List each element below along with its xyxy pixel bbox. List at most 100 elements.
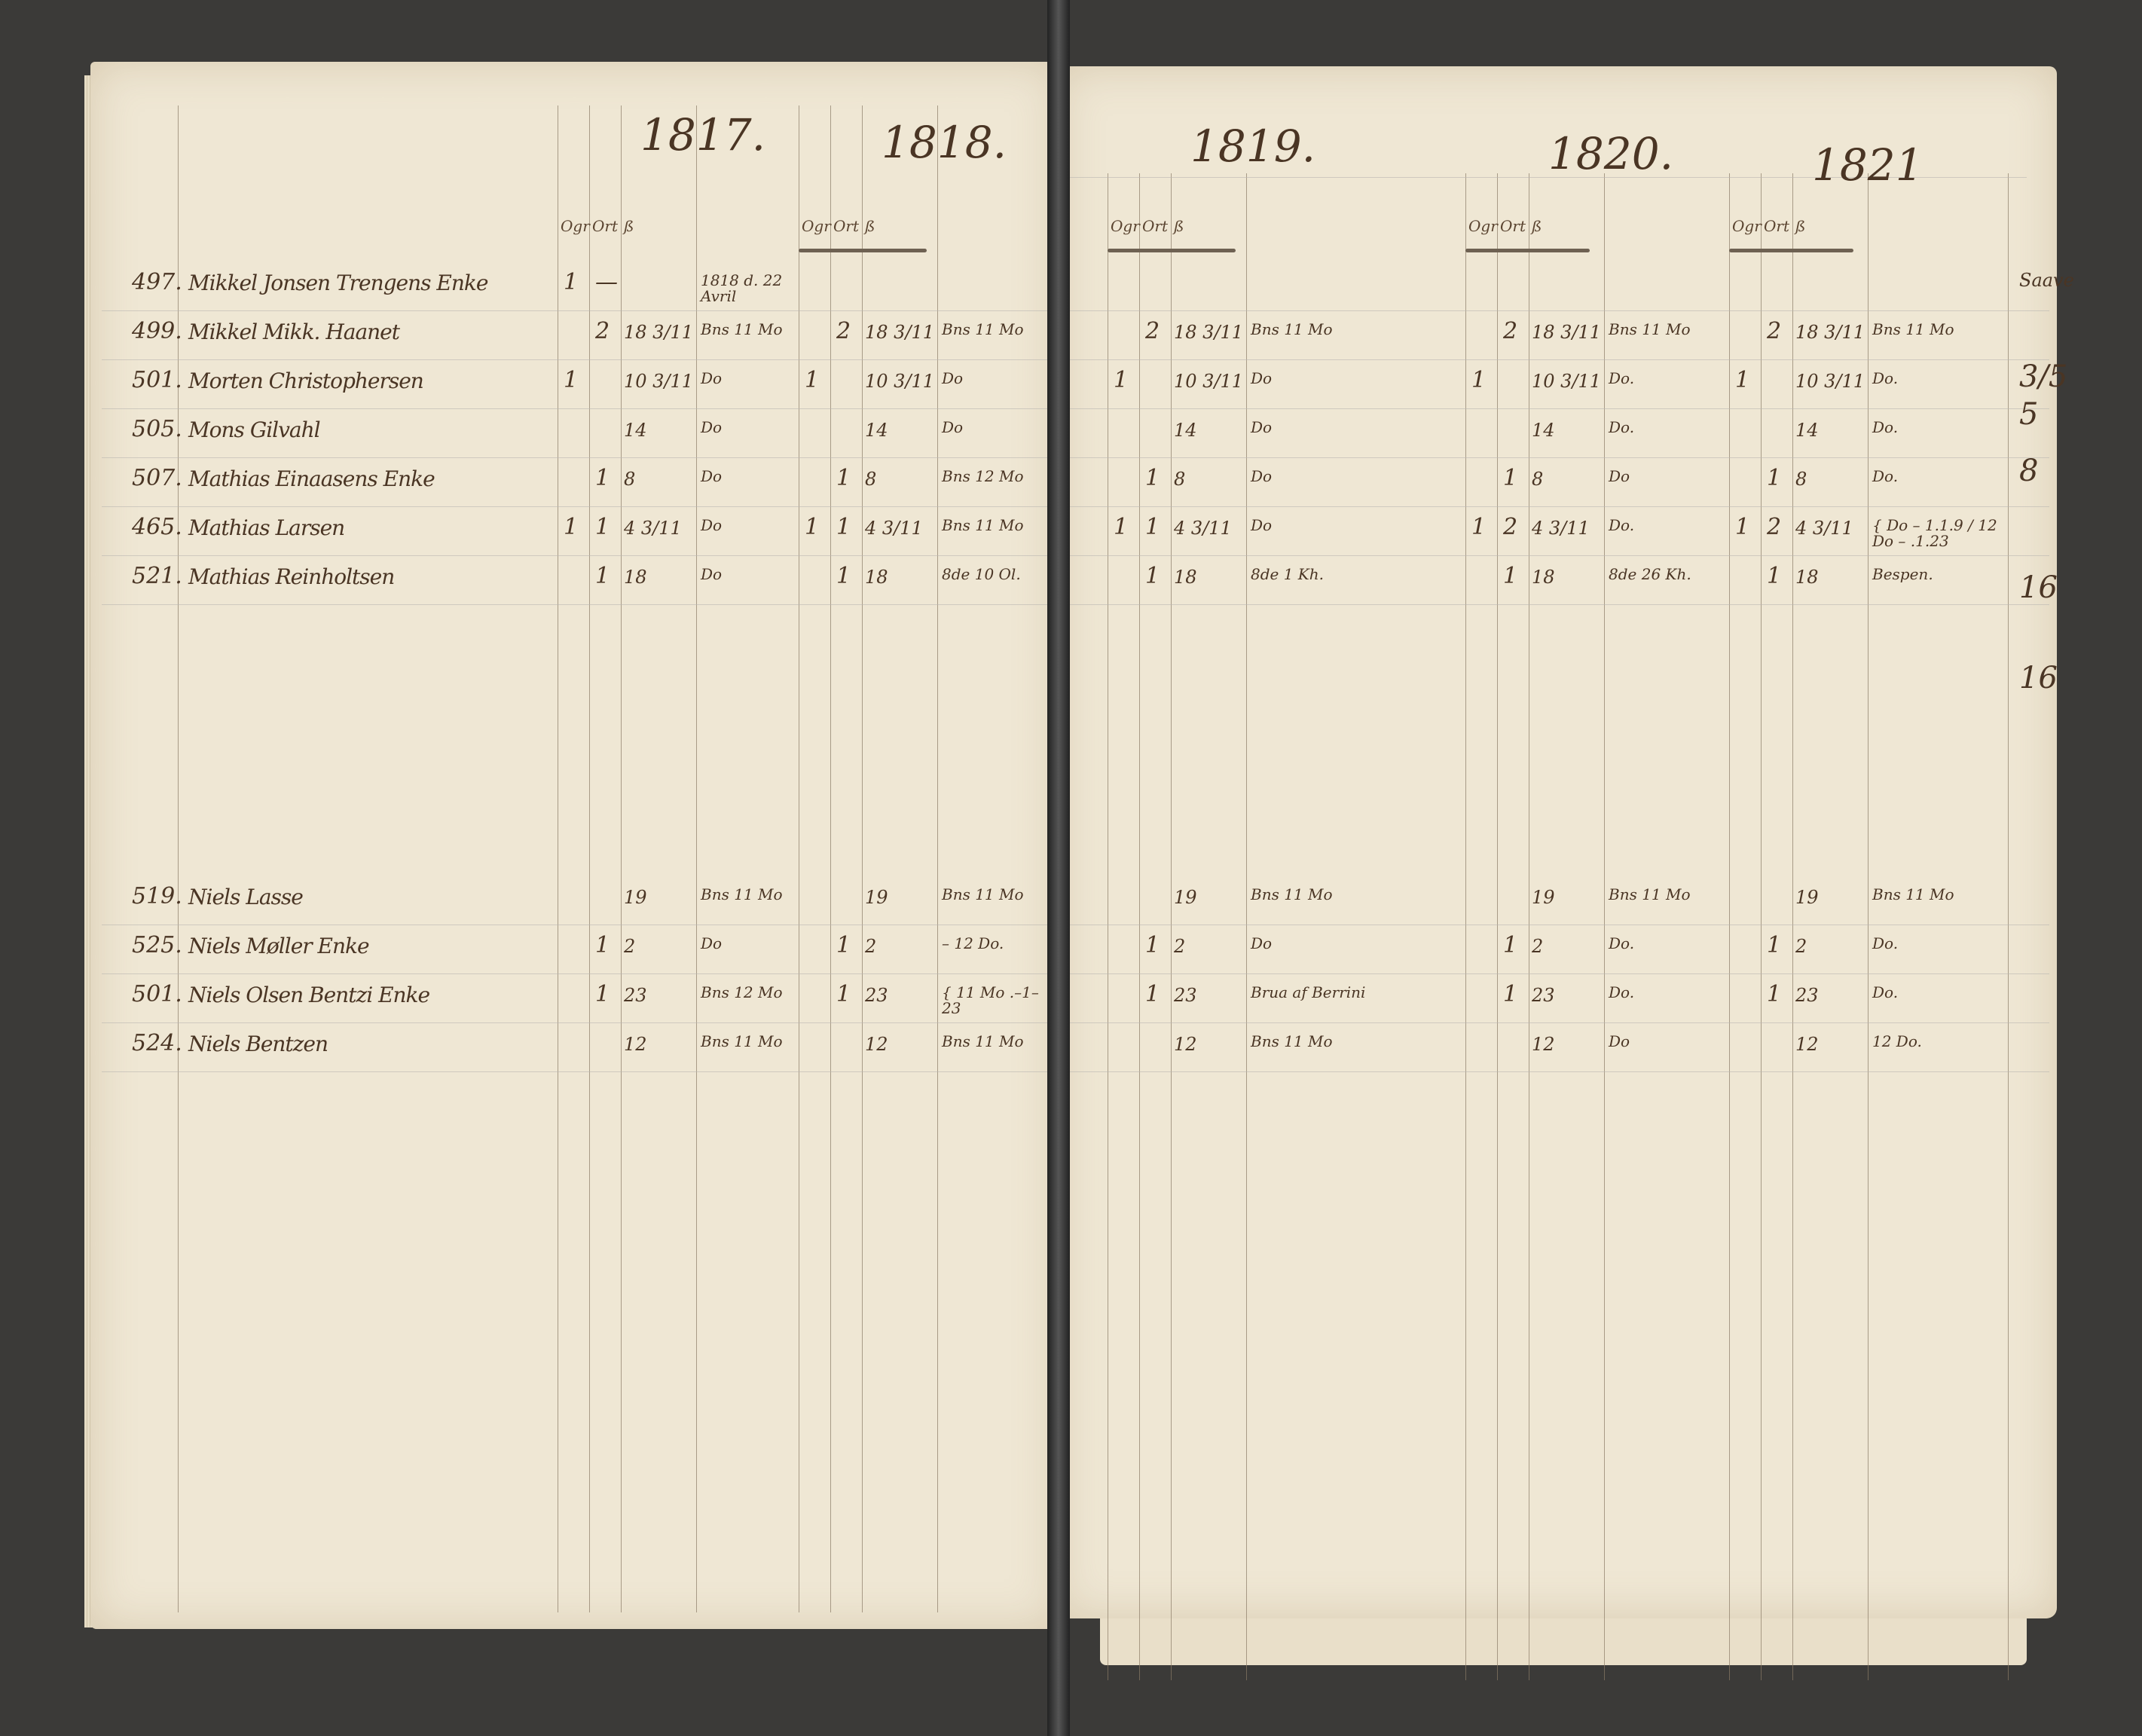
row-rule xyxy=(1070,555,2049,556)
ogr-value: 1 xyxy=(1735,514,1750,540)
row-rule xyxy=(1070,506,2049,507)
note-text: Brua af Berrini xyxy=(1251,983,1366,1001)
column-header: ß xyxy=(624,217,634,235)
column-header: Ort xyxy=(1142,217,1168,235)
row-rule xyxy=(1070,408,2049,409)
column-rule xyxy=(1497,173,1498,1680)
ort-value: 2 xyxy=(1503,318,1518,344)
skilling-value: 10 3/11 xyxy=(1795,371,1865,392)
column-rule xyxy=(621,105,622,1612)
ogr-value: 1 xyxy=(564,514,579,540)
skilling-value: 4 3/11 xyxy=(1532,518,1590,539)
row-rule xyxy=(1070,457,2049,458)
row-rule xyxy=(102,506,1047,507)
header-underline xyxy=(1729,249,1853,252)
skilling-value: 19 xyxy=(1174,887,1197,908)
skilling-value: 14 xyxy=(865,420,888,441)
row-rule xyxy=(102,973,1047,974)
ort-value: 1 xyxy=(1503,465,1518,491)
row-rule xyxy=(1070,1071,2049,1072)
year-heading-2: 1819. xyxy=(1190,121,1316,172)
skilling-value: 14 xyxy=(1795,420,1819,441)
column-rule xyxy=(1465,173,1466,1680)
entry-name: Niels Lasse xyxy=(188,885,304,909)
note-text: Bns 11 Mo xyxy=(1251,1032,1333,1050)
note-text: Bns 11 Mo xyxy=(1251,320,1333,338)
entry-number: 519. xyxy=(132,883,182,909)
ort-value: 1 xyxy=(836,465,851,491)
column-rule xyxy=(1604,173,1605,1680)
ort-value: 1 xyxy=(595,465,610,491)
column-rule xyxy=(937,105,938,1612)
entry-number: 524. xyxy=(132,1030,182,1056)
note-text: Do. xyxy=(1609,516,1635,534)
note-text: Do xyxy=(1251,934,1273,952)
ort-value: 1 xyxy=(1503,981,1518,1007)
ort-value: 2 xyxy=(1503,514,1518,540)
entry-number: 501. xyxy=(132,981,182,1007)
ort-value: 1 xyxy=(1503,563,1518,589)
note-text: Do. xyxy=(1872,467,1899,485)
note-text: Bns 11 Mo xyxy=(701,1032,783,1050)
margin-note: 16 xyxy=(2019,661,2058,695)
note-text: Do xyxy=(701,565,723,583)
row-rule xyxy=(102,457,1047,458)
ogr-value: 1 xyxy=(564,367,579,393)
note-text: 8de 1 Kh. xyxy=(1251,565,1324,583)
skilling-value: 18 xyxy=(1174,567,1197,588)
note-text: Do. xyxy=(1872,934,1899,952)
ort-value: 2 xyxy=(1145,318,1160,344)
ort-value: 2 xyxy=(1767,514,1782,540)
note-text: Bns 12 Mo xyxy=(942,467,1024,485)
column-rule xyxy=(1868,173,1869,1680)
skilling-value: 8 xyxy=(624,469,636,490)
skilling-value: 2 xyxy=(1532,936,1544,957)
skilling-value: 4 3/11 xyxy=(624,518,682,539)
skilling-value: 18 xyxy=(1532,567,1555,588)
row-rule xyxy=(1070,359,2049,360)
note-text: 8de 10 Ol. xyxy=(942,565,1021,583)
entry-name: Niels Bentzen xyxy=(188,1032,328,1056)
skilling-value: 18 3/11 xyxy=(624,322,694,343)
row-rule xyxy=(1070,310,2049,311)
note-text: Do. xyxy=(1609,418,1635,436)
note-text: Do xyxy=(1251,467,1273,485)
ort-value: 1 xyxy=(1145,932,1160,958)
ort-value: 1 xyxy=(1145,563,1160,589)
skilling-value: 2 xyxy=(624,936,636,957)
note-text: Do xyxy=(701,369,723,387)
note-text: Do. xyxy=(1609,983,1635,1001)
skilling-value: 14 xyxy=(1532,420,1555,441)
ort-value: 1 xyxy=(595,932,610,958)
ort-value: 1 xyxy=(1767,465,1782,491)
column-rule xyxy=(1139,173,1140,1680)
note-text: Do. xyxy=(1609,934,1635,952)
skilling-value: 12 xyxy=(865,1034,888,1055)
header-rule xyxy=(1070,177,2027,178)
entry-name: Mikkel Mikk. Haanet xyxy=(188,319,400,344)
skilling-value: 19 xyxy=(865,887,888,908)
row-rule xyxy=(102,359,1047,360)
note-text: 8de 26 Kh. xyxy=(1609,565,1691,583)
entry-number: 507. xyxy=(132,465,182,491)
ort-value: 1 xyxy=(1145,514,1160,540)
ogr-value: 1 xyxy=(1471,514,1487,540)
note-text: Bns 11 Mo xyxy=(1872,320,1954,338)
skilling-value: 14 xyxy=(624,420,647,441)
entry-number: 525. xyxy=(132,932,182,958)
entry-name: Niels Olsen Bentzi Enke xyxy=(188,983,430,1007)
note-text: { Do – 1.1.9 / 12 Do – .1.23 xyxy=(1872,516,1997,550)
ogr-value: 1 xyxy=(564,269,579,295)
skilling-value: 23 xyxy=(1532,985,1555,1006)
ort-value: 1 xyxy=(595,563,610,589)
ort-value: 1 xyxy=(836,932,851,958)
skilling-value: 12 xyxy=(1174,1034,1197,1055)
skilling-value: 2 xyxy=(1174,936,1186,957)
note-text: Bns 11 Mo xyxy=(1251,885,1333,903)
ort-value: 1 xyxy=(1767,932,1782,958)
column-rule xyxy=(178,105,179,1612)
column-rule xyxy=(1761,173,1762,1680)
skilling-value: 8 xyxy=(1795,469,1807,490)
year-heading-4: 1821 xyxy=(1812,139,1924,191)
skilling-value: 12 xyxy=(1532,1034,1555,1055)
